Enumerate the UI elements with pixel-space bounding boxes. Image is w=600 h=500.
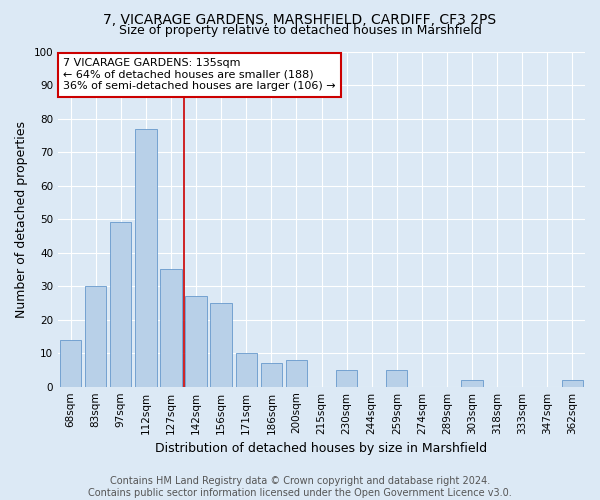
Bar (562, 380, 583, 386)
Bar (211, 303, 232, 386)
Bar (236, 353, 257, 386)
X-axis label: Distribution of detached houses by size in Marshfield: Distribution of detached houses by size … (155, 442, 488, 455)
Bar (60, 340, 81, 386)
Bar (160, 270, 182, 386)
Bar (286, 360, 307, 386)
Text: 7 VICARAGE GARDENS: 135sqm
← 64% of detached houses are smaller (188)
36% of sem: 7 VICARAGE GARDENS: 135sqm ← 64% of deta… (64, 58, 336, 92)
Text: Contains HM Land Registry data © Crown copyright and database right 2024.
Contai: Contains HM Land Registry data © Crown c… (88, 476, 512, 498)
Text: 7, VICARAGE GARDENS, MARSHFIELD, CARDIFF, CF3 2PS: 7, VICARAGE GARDENS, MARSHFIELD, CARDIFF… (103, 12, 497, 26)
Bar (85, 286, 106, 386)
Bar (386, 370, 407, 386)
Bar (260, 363, 282, 386)
Bar (185, 296, 207, 386)
Bar (336, 370, 357, 386)
Bar (135, 128, 157, 386)
Bar (461, 380, 483, 386)
Bar (110, 222, 131, 386)
Y-axis label: Number of detached properties: Number of detached properties (15, 120, 28, 318)
Text: Size of property relative to detached houses in Marshfield: Size of property relative to detached ho… (119, 24, 481, 37)
